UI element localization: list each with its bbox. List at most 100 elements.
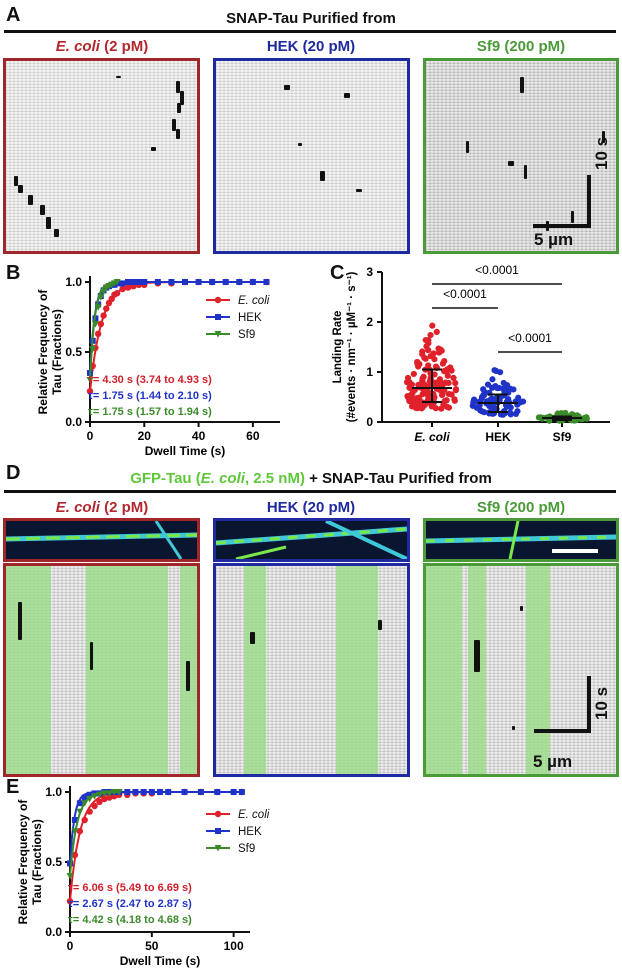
significance-label: <0.0001 (475, 263, 519, 277)
data-point (470, 399, 477, 406)
scale-bar-time-d (587, 676, 591, 732)
tau-annotation: τ= 2.67 s (2.47 to 2.87 s) (68, 898, 192, 910)
data-point (452, 387, 459, 394)
x-tick-label: 50 (145, 939, 159, 953)
data-point (132, 789, 139, 795)
legend-marker (214, 810, 222, 818)
legend-label: HEK (238, 312, 262, 324)
microtubule-image-ecoli (3, 518, 200, 562)
data-point (426, 391, 433, 399)
data-point (130, 279, 137, 285)
y-tick-label: 0.0 (45, 925, 62, 939)
fit-curve-hek (69, 791, 242, 864)
data-point (418, 405, 425, 412)
data-point (421, 354, 428, 361)
data-point (438, 380, 445, 387)
data-point (488, 395, 495, 402)
chart-b: 0.0 0.5 1.0 0 20 40 60 Dwell Time (s) Relative F… (36, 275, 280, 458)
panel-letter-a: A (6, 4, 21, 26)
significance-label: <0.0001 (443, 287, 487, 301)
data-point (67, 860, 73, 867)
scale-label-length-d: 5 µm (533, 752, 573, 771)
panel-a-rule (4, 30, 616, 33)
data-point (95, 791, 103, 799)
y-tick-label: 0.5 (65, 345, 82, 359)
data-point (86, 796, 94, 803)
data-point (94, 304, 102, 311)
data-point (86, 377, 94, 384)
data-point (71, 817, 78, 823)
data-point (404, 374, 412, 382)
y-tick-label: 0 (366, 415, 373, 429)
data-point (100, 790, 108, 797)
data-point (444, 372, 451, 379)
data-point (493, 394, 501, 401)
data-point (182, 279, 188, 285)
data-point (431, 356, 438, 363)
data-point (427, 332, 434, 339)
data-point (76, 828, 84, 835)
scale-label-time-d: 10 s (592, 686, 611, 720)
data-point (110, 789, 118, 796)
x-tick-label: HEK (485, 430, 511, 444)
scale-bar-length-d (534, 729, 591, 733)
y-tick-label: 0.0 (65, 415, 82, 429)
data-point (168, 279, 175, 285)
scale-bar-time-a (587, 175, 591, 227)
data-point (100, 288, 108, 296)
data-point (425, 347, 432, 354)
scale-label-length-a: 5 µm (534, 230, 574, 249)
data-point (419, 377, 426, 384)
kymo-a-hek-label: HEK (20 pM) (266, 38, 356, 55)
data-point (76, 800, 83, 807)
legend-label: E. coli (238, 809, 270, 821)
y-axis-label: Relative Frequency ofTau (Fractions) (16, 799, 44, 925)
scale-label-time-a: 10 s (592, 136, 611, 170)
x-tick-label: 0 (67, 939, 74, 953)
panel-letter-d: D (6, 462, 21, 484)
data-point (140, 789, 147, 795)
data-point (135, 279, 142, 285)
data-point (441, 368, 448, 375)
data-point (97, 320, 105, 328)
data-point (491, 367, 498, 374)
data-point (448, 367, 455, 374)
data-point (230, 789, 237, 795)
y-tick-label: 1.0 (65, 275, 82, 289)
data-point (209, 279, 216, 285)
data-point (86, 388, 94, 395)
legend-marker (214, 845, 222, 852)
data-point (409, 395, 416, 402)
data-point (101, 795, 108, 803)
data-point (494, 385, 501, 392)
data-point (438, 405, 445, 412)
data-point (124, 284, 132, 291)
legend-marker (215, 314, 221, 320)
data-point (443, 397, 450, 404)
data-point (430, 350, 437, 357)
data-point (105, 790, 113, 797)
data-point (404, 393, 411, 400)
microtubule-image-sf9 (423, 518, 619, 562)
y-tick-label: 1.0 (45, 785, 62, 799)
data-point (450, 374, 457, 382)
kymograph-a-hek (213, 58, 410, 254)
kymo-d-sf9-label: Sf9 (200 pM) (476, 499, 566, 516)
legend-label: E. coli (238, 295, 270, 307)
data-point (554, 410, 561, 417)
data-point (148, 789, 155, 795)
data-point (154, 279, 161, 285)
data-point (81, 800, 89, 807)
data-point (197, 789, 204, 795)
kymograph-d-ecoli (3, 563, 200, 777)
data-point (249, 279, 256, 285)
data-point (71, 851, 79, 859)
panel-d-rule (4, 490, 616, 493)
data-point (480, 386, 487, 393)
x-tick-label: 40 (192, 429, 206, 443)
data-point (96, 798, 103, 805)
y-tick-label: 2 (366, 315, 373, 329)
data-point (119, 285, 126, 293)
data-point (478, 395, 486, 402)
kymograph-d-hek (213, 563, 410, 777)
